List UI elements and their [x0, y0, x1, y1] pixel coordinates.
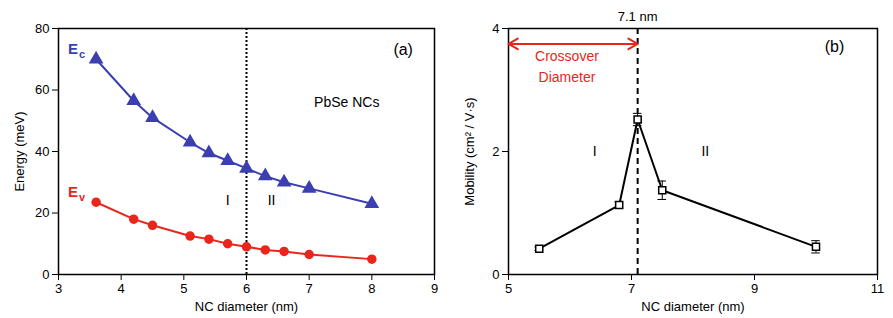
- svg-text:NC diameter (nm): NC diameter (nm): [641, 299, 744, 314]
- svg-text:II: II: [268, 192, 276, 208]
- svg-text:c: c: [79, 48, 85, 60]
- svg-text:4: 4: [118, 281, 125, 296]
- svg-text:4: 4: [492, 21, 499, 36]
- svg-text:v: v: [79, 191, 86, 203]
- svg-text:80: 80: [35, 21, 49, 36]
- svg-text:I: I: [593, 143, 597, 159]
- svg-text:7: 7: [628, 281, 635, 296]
- svg-text:E: E: [68, 183, 78, 200]
- svg-text:Diameter: Diameter: [539, 69, 596, 85]
- svg-text:9: 9: [431, 281, 438, 296]
- svg-text:3: 3: [55, 281, 62, 296]
- svg-text:I: I: [226, 192, 230, 208]
- svg-text:7: 7: [306, 281, 313, 296]
- svg-text:8: 8: [368, 281, 375, 296]
- svg-text:PbSe NCs: PbSe NCs: [314, 94, 379, 110]
- svg-text:(a): (a): [393, 41, 413, 58]
- svg-text:Energy (meV): Energy (meV): [12, 111, 27, 191]
- svg-text:5: 5: [505, 281, 512, 296]
- svg-text:0: 0: [492, 267, 499, 282]
- svg-text:II: II: [701, 143, 709, 159]
- svg-text:9: 9: [751, 281, 758, 296]
- svg-text:Mobility (cm² / V·s): Mobility (cm² / V·s): [462, 97, 477, 205]
- svg-text:2: 2: [492, 144, 499, 159]
- svg-text:5: 5: [180, 281, 187, 296]
- svg-text:60: 60: [35, 82, 49, 97]
- svg-text:11: 11: [871, 281, 885, 296]
- svg-text:NC diameter (nm): NC diameter (nm): [195, 299, 298, 314]
- svg-text:(b): (b): [825, 38, 845, 55]
- svg-text:0: 0: [42, 267, 49, 282]
- svg-text:6: 6: [243, 281, 250, 296]
- svg-text:7.1 nm: 7.1 nm: [618, 9, 658, 24]
- svg-text:Crossover: Crossover: [535, 48, 599, 64]
- svg-text:20: 20: [35, 205, 49, 220]
- svg-text:E: E: [68, 40, 78, 57]
- svg-text:40: 40: [35, 144, 49, 159]
